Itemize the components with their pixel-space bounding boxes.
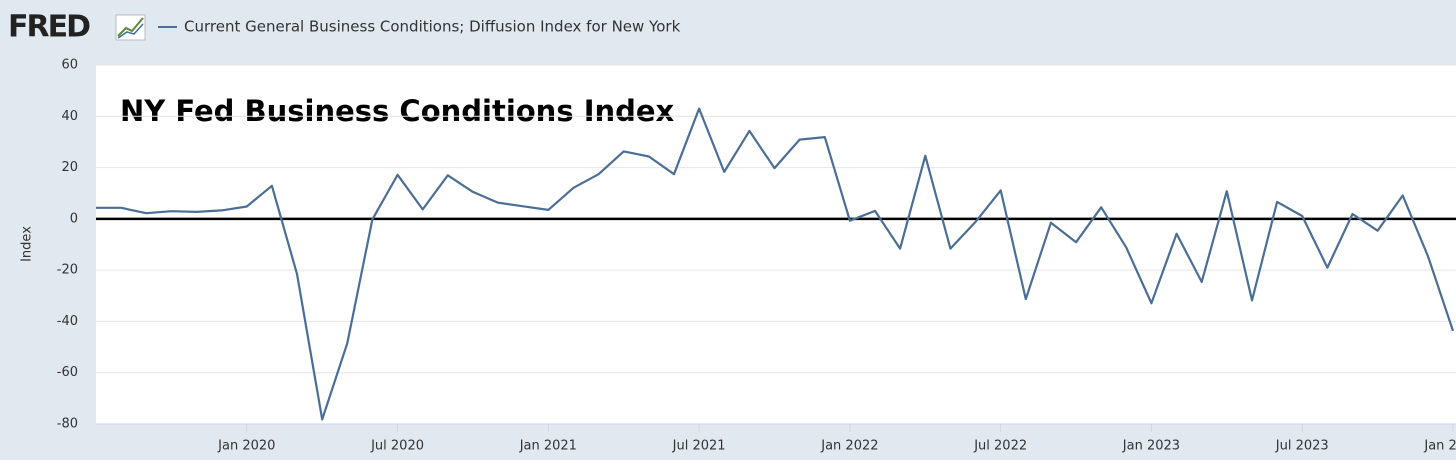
x-tick-label: Jan 2022 bbox=[820, 439, 878, 454]
x-tick-label: Jul 2023 bbox=[1275, 439, 1329, 454]
y-tick-label: -20 bbox=[57, 263, 78, 278]
data-line bbox=[96, 107, 1455, 421]
plot-area bbox=[96, 65, 1456, 424]
chart-title: NY Fed Business Conditions Index bbox=[120, 94, 675, 128]
logo-icon bbox=[115, 14, 146, 41]
x-tick-label: Jan 2024 bbox=[1423, 439, 1456, 454]
logo: FRED bbox=[8, 10, 90, 45]
x-tick-label: Jan 2023 bbox=[1122, 439, 1180, 454]
y-tick-label: 0 bbox=[70, 211, 78, 226]
y-tick-label: -60 bbox=[57, 365, 78, 380]
y-tick-label: -40 bbox=[57, 314, 78, 329]
y-tick-label: 20 bbox=[61, 160, 78, 175]
legend-label: Current General Business Conditions; Dif… bbox=[184, 18, 681, 36]
y-tick-label: 40 bbox=[61, 109, 78, 124]
x-tick-label: Jul 2021 bbox=[672, 439, 726, 454]
x-tick-label: Jul 2022 bbox=[973, 439, 1027, 454]
y-tick-label: 60 bbox=[61, 58, 78, 73]
y-axis-label: Index bbox=[20, 226, 35, 262]
x-tick-label: Jan 2020 bbox=[217, 439, 275, 454]
y-tick-label: -80 bbox=[57, 417, 78, 432]
x-tick-label: Jul 2020 bbox=[370, 439, 424, 454]
x-tick-label: Jan 2021 bbox=[519, 439, 577, 454]
